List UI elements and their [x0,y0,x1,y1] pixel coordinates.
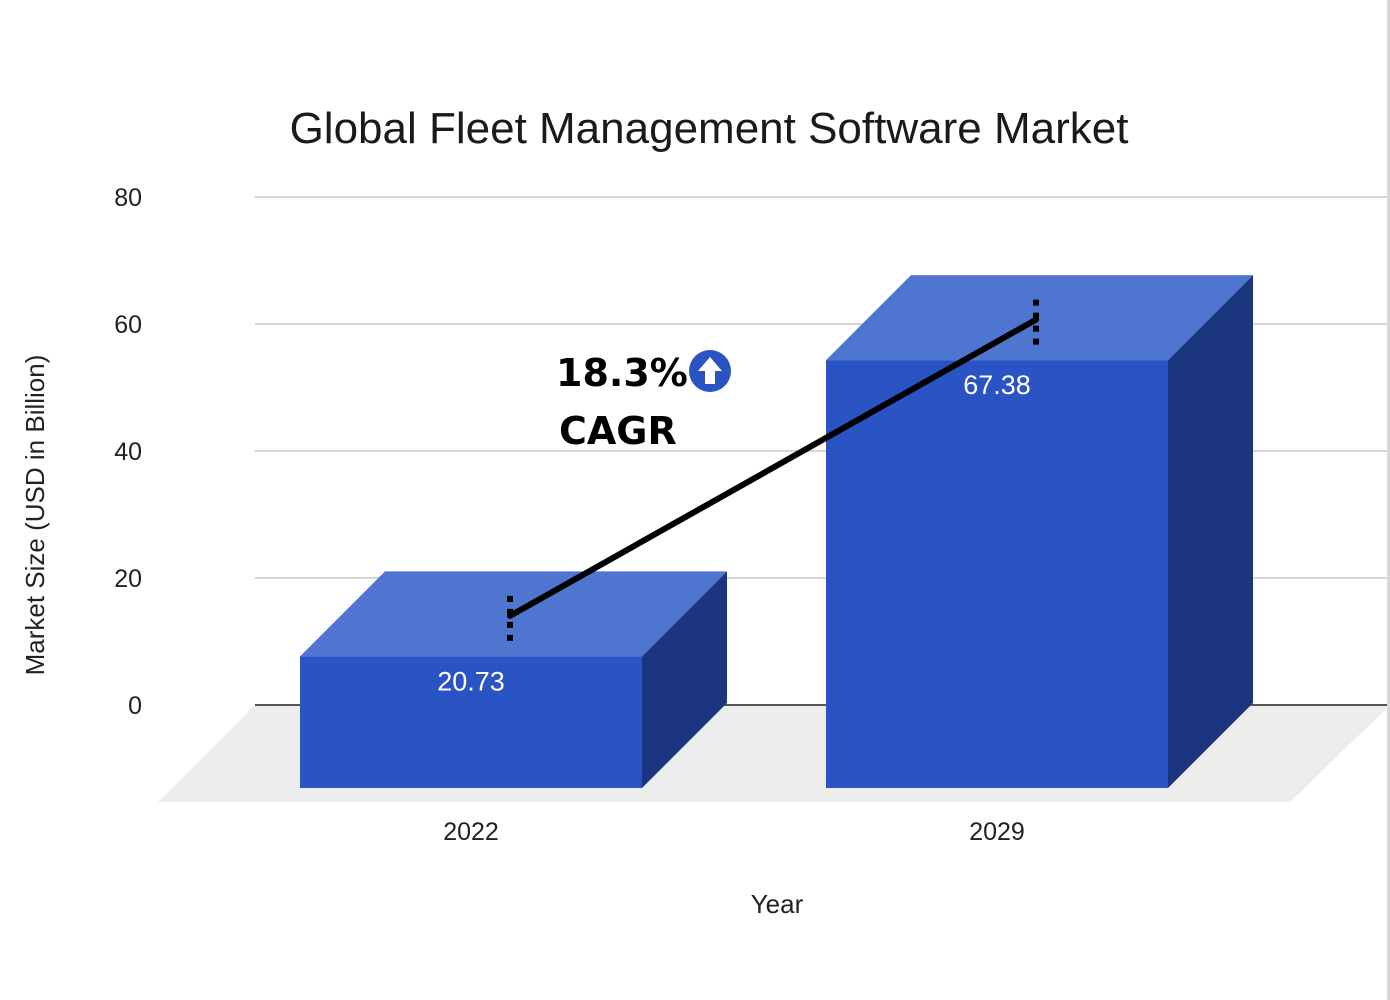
y-axis-ticks: 0 20 40 60 80 [114,184,142,720]
chart-title: Global Fleet Management Software Market [290,104,1129,153]
bar-top-face [826,275,1253,361]
x-axis-ticks: 2022 2029 [443,818,1025,846]
y-tick-label: 20 [114,565,142,593]
bar-data-label: 20.73 [437,666,505,696]
y-tick-label: 80 [114,184,142,212]
bar-front-face [300,656,642,788]
y-tick-label: 60 [114,311,142,339]
cagr-trend [507,299,1039,644]
x-axis-label: Year [751,889,804,919]
cagr-trend-line [507,316,1039,619]
x-tick-label: 2029 [969,818,1025,846]
bar-2022: 20.73 [300,571,727,788]
cagr-label: CAGR [559,409,677,453]
y-axis-label: Market Size (USD in Billion) [20,355,50,676]
right-edge-divider [1387,0,1390,1000]
cagr-value: 18.3% [556,351,688,395]
bar-data-label: 67.38 [963,370,1031,400]
bar-side-face [1168,275,1253,789]
bar-front-face [826,360,1168,788]
up-arrow-circle-icon [689,350,731,392]
x-tick-label: 2022 [443,818,499,846]
y-tick-label: 40 [114,438,142,466]
y-tick-label: 0 [128,692,142,720]
bar-2029: 67.38 [826,275,1253,789]
bar-side-face [642,571,727,788]
bars: 20.73 67.38 [300,275,1253,789]
